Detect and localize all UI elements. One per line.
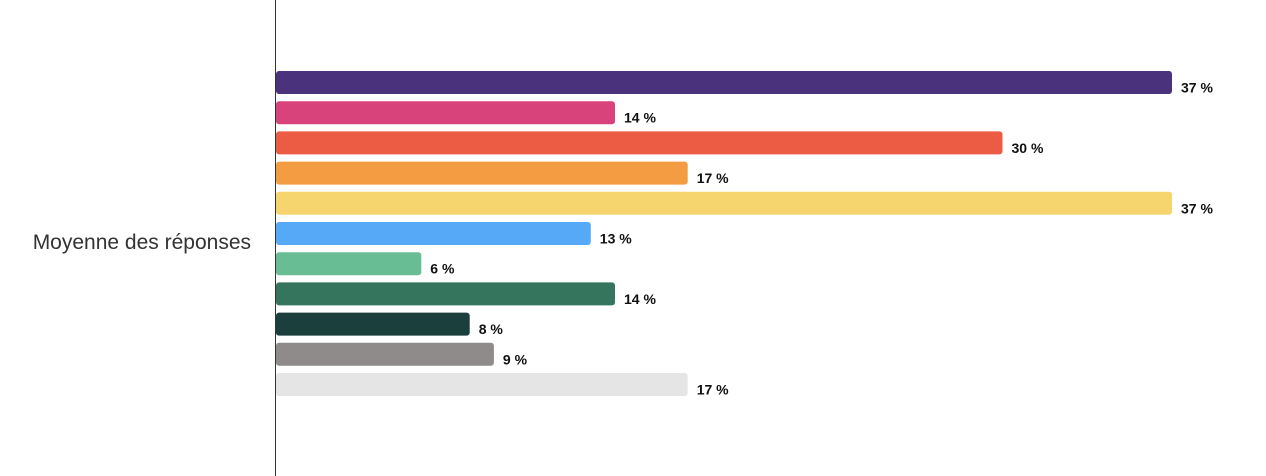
bar-2 [276,101,615,125]
bar-3 [276,131,1003,155]
bar-value-label-10: 9 % [503,351,528,367]
category-label: Moyenne des réponses [33,231,251,254]
bar-10 [276,342,494,366]
bar-value-label-7: 6 % [430,261,455,277]
bar-value-label-11: 17 % [697,382,729,398]
bar-6 [276,222,591,245]
bar-value-label-2: 14 % [624,110,656,126]
bar-value-label-8: 14 % [624,291,656,307]
bar-value-label-1: 37 % [1181,80,1213,96]
bar-11 [276,373,688,396]
bar-value-label-4: 17 % [697,170,729,186]
bar-value-label-6: 13 % [600,231,632,247]
bar-7 [276,252,422,276]
bar-5 [276,191,1172,215]
bar-1 [276,71,1172,94]
bar-value-label-5: 37 % [1181,200,1213,216]
bar-value-label-3: 30 % [1012,140,1044,156]
bar-8 [276,282,615,306]
bar-group: 37 % 14 % 30 % 17 % 37 % 13 % 6 % 14 % 8 % 9 % 17 … [276,71,1213,398]
bar-value-label-9: 8 % [479,321,504,337]
bar-9 [276,312,470,336]
bar-4 [276,161,688,185]
